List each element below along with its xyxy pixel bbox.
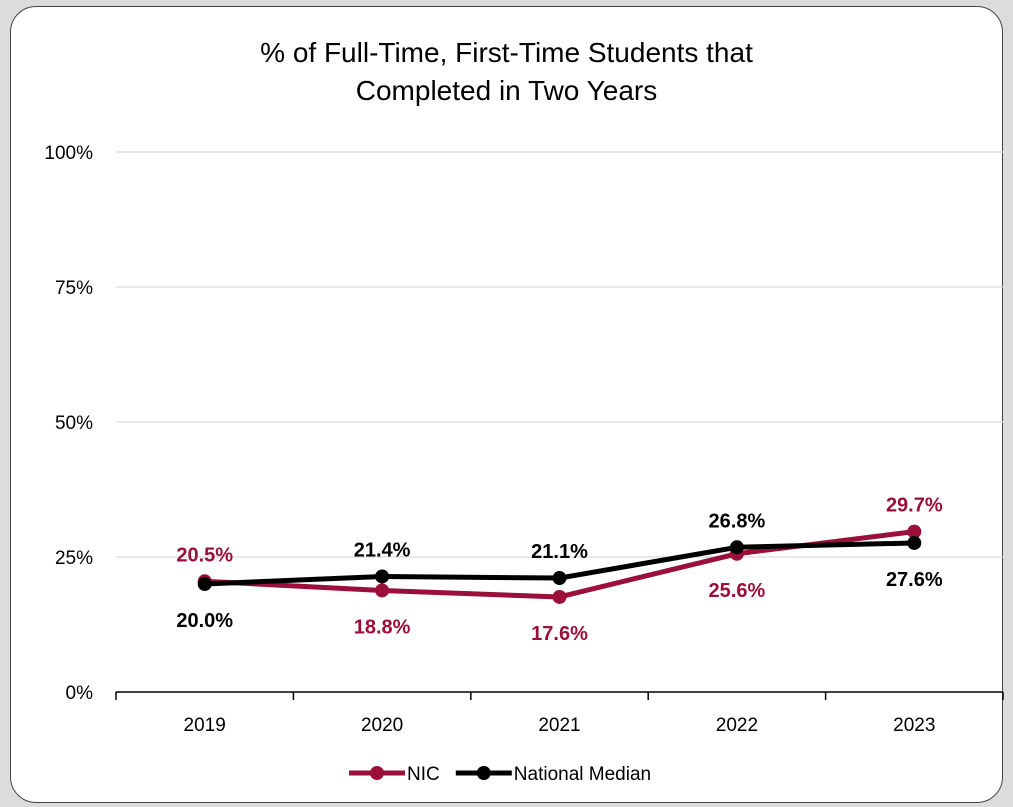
data-label: 26.8% — [709, 510, 766, 532]
data-label: 20.5% — [176, 544, 233, 566]
y-tick-label: 50% — [55, 413, 93, 434]
y-tick-label: 0% — [66, 683, 94, 704]
data-point — [907, 524, 922, 539]
data-label: 21.4% — [354, 539, 411, 561]
x-tick-label: 2021 — [538, 715, 580, 736]
chart-title-line-2: Completed in Two Years — [355, 75, 658, 106]
x-tick-label: 2019 — [184, 715, 226, 736]
data-point — [729, 540, 744, 555]
data-point — [197, 577, 212, 591]
data-label: 27.6% — [886, 569, 943, 591]
y-tick-label: 100% — [44, 143, 93, 164]
data-label: 29.7% — [886, 495, 943, 517]
x-tick-label: 2020 — [361, 715, 403, 736]
data-point — [552, 589, 567, 604]
data-point — [552, 571, 567, 586]
chart-title: % of Full-Time, First-Time Students that… — [10, 34, 1003, 110]
data-label: 21.1% — [531, 541, 588, 563]
chart-card — [10, 6, 1003, 803]
y-tick-label: 75% — [55, 278, 93, 299]
chart-title-line-1: % of Full-Time, First-Time Students that — [260, 37, 753, 68]
x-tick-label: 2023 — [893, 715, 935, 736]
data-label: 25.6% — [709, 580, 766, 602]
legend-label: NIC — [407, 764, 440, 785]
legend-label: National Median — [514, 764, 651, 785]
legend-marker — [370, 766, 384, 780]
data-label: 20.0% — [176, 610, 233, 632]
y-tick-label: 25% — [55, 548, 93, 569]
data-label: 18.8% — [354, 616, 411, 638]
x-tick-label: 2022 — [716, 715, 758, 736]
data-point — [375, 583, 390, 598]
data-point — [907, 535, 922, 550]
legend-marker — [476, 766, 491, 780]
data-point — [375, 569, 390, 584]
data-label: 17.6% — [531, 623, 588, 645]
